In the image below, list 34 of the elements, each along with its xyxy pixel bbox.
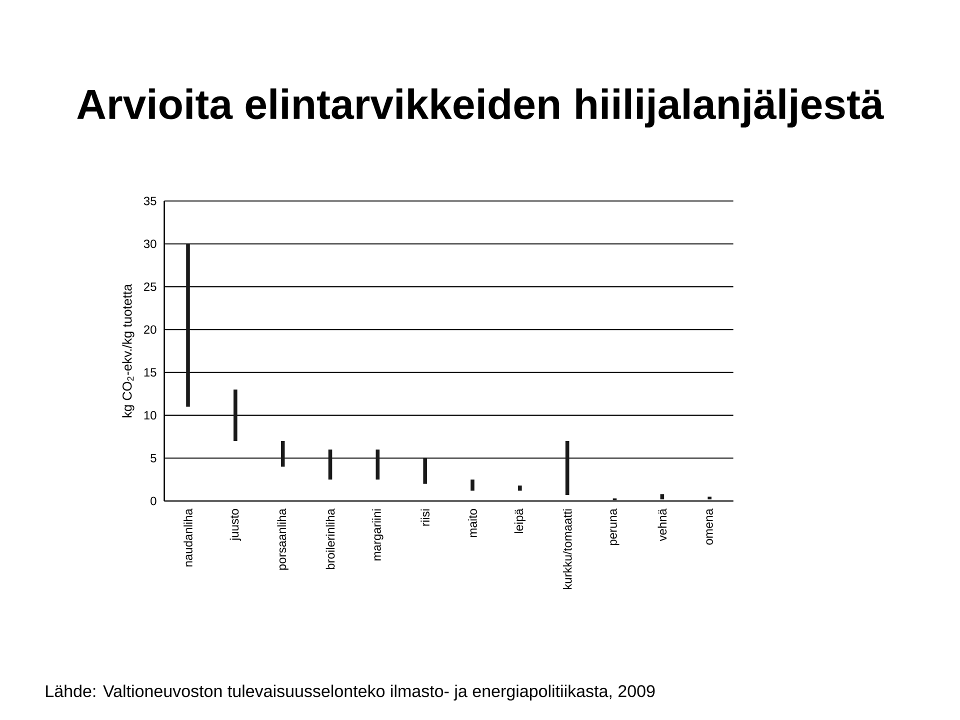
x-tick-label: broilerinliha bbox=[326, 508, 335, 570]
x-tick-label: juusto bbox=[230, 509, 242, 541]
x-tick-label: naudanliha bbox=[184, 508, 192, 566]
bar bbox=[234, 390, 238, 441]
y-tick-label: 35 bbox=[144, 196, 156, 206]
y-tick-label: 0 bbox=[150, 496, 156, 506]
y-tick-label: 5 bbox=[150, 454, 156, 462]
text: Lähde: Valtioneuvoston tulevaisuusselonteko ilmasto- ja energiapolitiikasta, 2009 bbox=[46, 684, 655, 701]
x-tick-label: maito bbox=[468, 509, 477, 538]
x-tick-label: leipä bbox=[514, 508, 526, 534]
bar bbox=[518, 486, 522, 491]
bar bbox=[280, 440, 285, 467]
y-axis-title: kg CO$_{2}$-ekv./kg tuotetta bbox=[122, 284, 134, 418]
y-tick-label: 20 bbox=[144, 325, 156, 334]
bar bbox=[708, 496, 712, 500]
chart-title: Arvioita elintarvikkeiden hiilijalanjäljestä bbox=[77, 88, 884, 128]
y-tick-label: 10 bbox=[144, 411, 156, 420]
bar bbox=[423, 458, 427, 484]
bar bbox=[565, 440, 570, 495]
bar bbox=[186, 244, 190, 407]
x-tick-label: peruna bbox=[610, 508, 620, 546]
bar bbox=[470, 480, 474, 491]
x-tick-label: riisi bbox=[420, 509, 430, 526]
x-tick-label: vehnä bbox=[658, 508, 667, 542]
bar bbox=[376, 450, 380, 480]
y-tick-label: 30 bbox=[144, 240, 156, 248]
bar bbox=[660, 494, 664, 500]
x-tick-label: omena bbox=[706, 508, 713, 545]
x-tick-label: kurkku/tomaatti bbox=[562, 509, 572, 590]
y-tick-label: 15 bbox=[144, 368, 156, 377]
y-tick-label: 25 bbox=[144, 282, 156, 291]
x-tick-label: margariini bbox=[372, 509, 384, 560]
bar bbox=[328, 450, 332, 480]
x-tick-label: porsaanliha bbox=[277, 508, 288, 570]
